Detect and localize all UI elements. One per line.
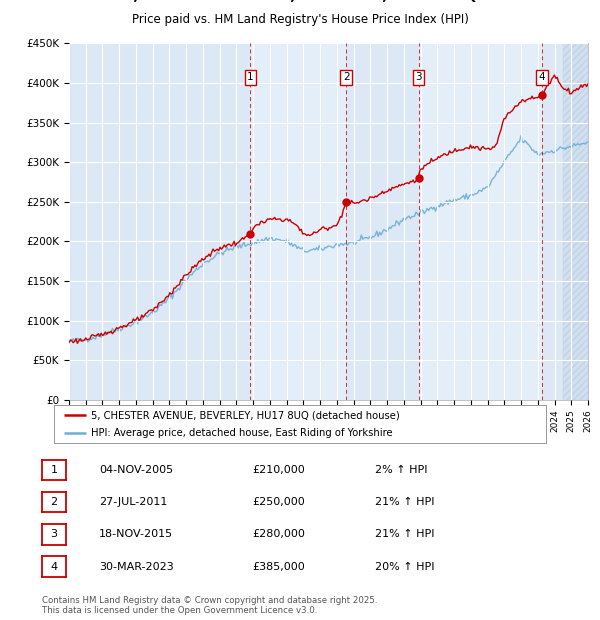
Text: 1: 1 [50,465,58,475]
Text: Contains HM Land Registry data © Crown copyright and database right 2025.
This d: Contains HM Land Registry data © Crown c… [42,596,377,615]
Text: 5, CHESTER AVENUE, BEVERLEY, HU17 8UQ (detached house): 5, CHESTER AVENUE, BEVERLEY, HU17 8UQ (d… [91,410,400,420]
Bar [563,43,588,400]
Text: 21% ↑ HPI: 21% ↑ HPI [375,497,434,507]
Bar [346,43,419,400]
Text: 04-NOV-2005: 04-NOV-2005 [99,465,173,475]
Text: 4: 4 [539,73,545,82]
Text: 27-JUL-2011: 27-JUL-2011 [99,497,167,507]
Text: £385,000: £385,000 [252,562,305,572]
Text: 2: 2 [343,73,350,82]
Text: 3: 3 [50,529,58,539]
Text: 30-MAR-2023: 30-MAR-2023 [99,562,174,572]
Text: 20% ↑ HPI: 20% ↑ HPI [375,562,434,572]
Text: £280,000: £280,000 [252,529,305,539]
Text: 1: 1 [247,73,254,82]
Text: Price paid vs. HM Land Registry's House Price Index (HPI): Price paid vs. HM Land Registry's House … [131,13,469,26]
Bar [542,43,588,400]
Text: 5, CHESTER AVENUE, BEVERLEY, HU17 8UQ: 5, CHESTER AVENUE, BEVERLEY, HU17 8UQ [123,0,477,3]
Text: 18-NOV-2015: 18-NOV-2015 [99,529,173,539]
Bar [419,43,542,400]
Text: £210,000: £210,000 [252,465,305,475]
Text: 2% ↑ HPI: 2% ↑ HPI [375,465,427,475]
Text: HPI: Average price, detached house, East Riding of Yorkshire: HPI: Average price, detached house, East… [91,428,392,438]
Text: 21% ↑ HPI: 21% ↑ HPI [375,529,434,539]
Text: £250,000: £250,000 [252,497,305,507]
Text: 2: 2 [50,497,58,507]
Bar [250,43,346,400]
Text: 3: 3 [415,73,422,82]
Bar [69,43,250,400]
Text: 4: 4 [50,562,58,572]
